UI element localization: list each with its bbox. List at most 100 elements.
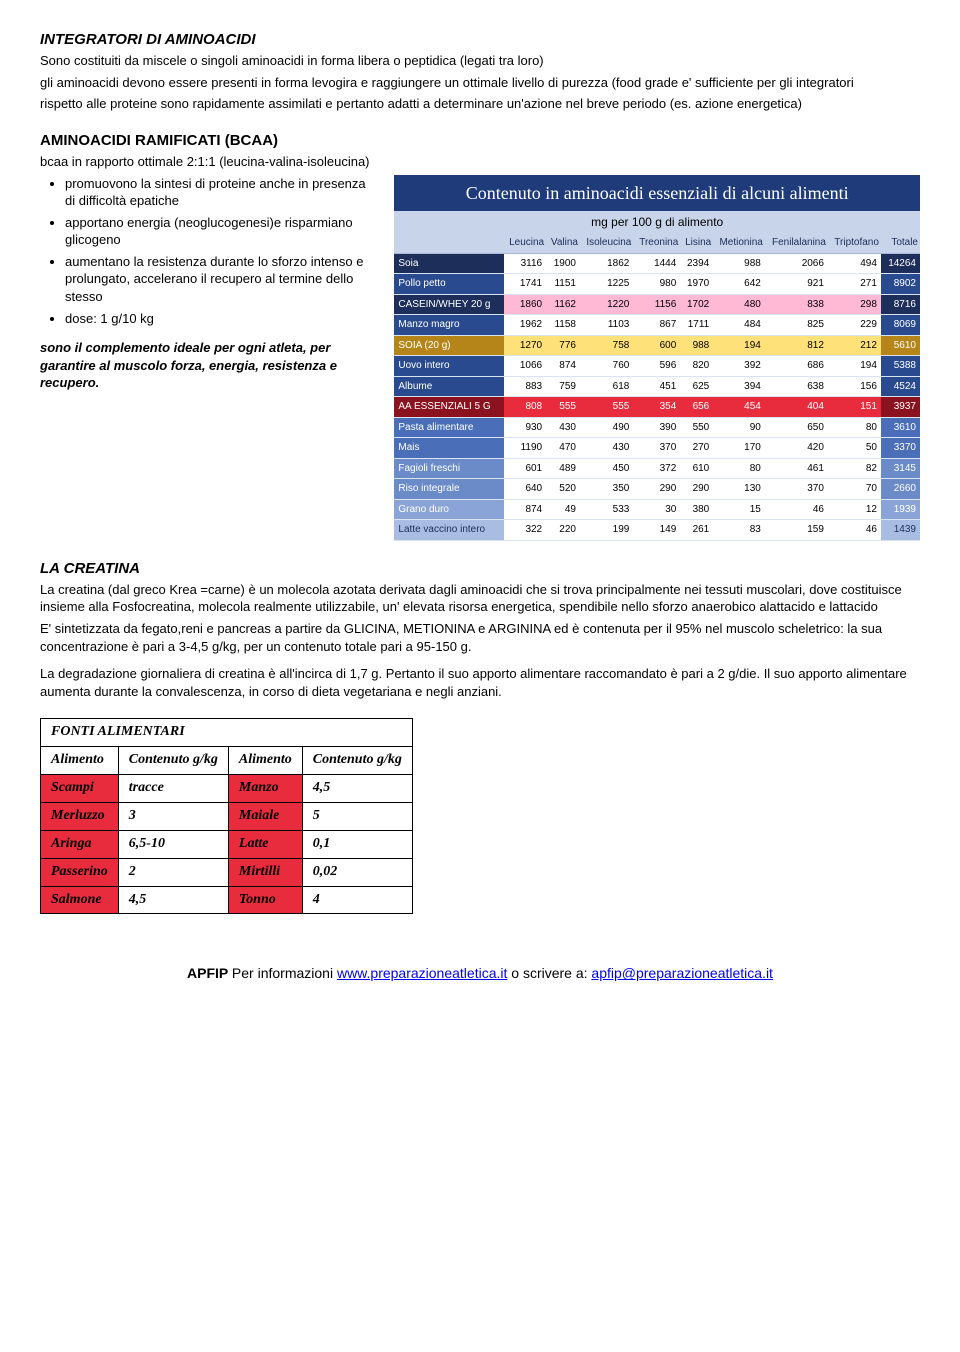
fonti-cell: Mirtilli (228, 858, 302, 886)
amino-cell: 838 (765, 294, 828, 315)
amino-cell: 220 (546, 520, 580, 541)
fonti-cell: Tonno (228, 886, 302, 914)
amino-cell: 470 (546, 438, 580, 459)
amino-cell: 50 (828, 438, 881, 459)
footer-link1[interactable]: www.preparazioneatletica.it (337, 965, 507, 981)
footer-pre: APFIP (187, 965, 232, 981)
amino-cell: 5388 (881, 356, 920, 377)
amino-cell: 686 (765, 356, 828, 377)
amino-cell: 1066 (504, 356, 547, 377)
amino-cell: 1158 (546, 315, 580, 336)
amino-row: SOIA (20 g)12707767586009881948122125610 (394, 335, 920, 356)
amino-cell: 638 (765, 376, 828, 397)
amino-cell: 533 (580, 499, 633, 520)
amino-cell: 8716 (881, 294, 920, 315)
amino-cell: 49 (546, 499, 580, 520)
amino-cell: 420 (765, 438, 828, 459)
amino-cell: 1220 (580, 294, 633, 315)
sec1-p3: rispetto alle proteine sono rapidamente … (40, 95, 920, 113)
amino-cell: 550 (680, 417, 713, 438)
fonti-cell: Salmone (41, 886, 119, 914)
amino-cell: 461 (765, 458, 828, 479)
fonti-cell: Maiale (228, 802, 302, 830)
amino-row: Riso integrale64052035029029013037070266… (394, 479, 920, 500)
fonti-h3: Alimento (228, 747, 302, 775)
amino-cell: 390 (633, 417, 680, 438)
section-bcaa: AMINOACIDI RAMIFICATI (BCAA) bcaa in rap… (40, 131, 920, 541)
amino-cell: 1190 (504, 438, 547, 459)
amino-cell: 194 (828, 356, 881, 377)
amino-row-label: Grano duro (394, 499, 503, 520)
amino-header (394, 233, 503, 253)
amino-cell: 758 (580, 335, 633, 356)
amino-cell: 1151 (546, 274, 580, 295)
fonti-cell: 0,1 (302, 830, 412, 858)
footer-link2[interactable]: apfip@preparazioneatletica.it (591, 965, 773, 981)
amino-cell: 270 (680, 438, 713, 459)
amino-cell: 151 (828, 397, 881, 418)
fonti-h1: Alimento (41, 747, 119, 775)
fonti-cell: 5 (302, 802, 412, 830)
bcaa-left-col: promuovono la sintesi di proteine anche … (40, 175, 374, 396)
amino-cell: 404 (765, 397, 828, 418)
amino-row: Pollo petto17411151122598019706429212718… (394, 274, 920, 295)
section-fonti: FONTI ALIMENTARI Alimento Contenuto g/kg… (40, 718, 920, 914)
amino-cell: 555 (546, 397, 580, 418)
amino-row: Fagioli freschi6014894503726108046182314… (394, 458, 920, 479)
amino-cell: 83 (713, 520, 765, 541)
amino-cell: 760 (580, 356, 633, 377)
amino-cell: 1156 (633, 294, 680, 315)
creatina-p2: E' sintetizzata da fegato,reni e pancrea… (40, 620, 920, 655)
fonti-cell: Scampi (41, 774, 119, 802)
amino-cell: 15 (713, 499, 765, 520)
amino-cell: 4524 (881, 376, 920, 397)
footer-t2: o scrivere a: (507, 965, 591, 981)
amino-cell: 5610 (881, 335, 920, 356)
amino-cell: 82 (828, 458, 881, 479)
amino-cell: 159 (765, 520, 828, 541)
amino-cell: 90 (713, 417, 765, 438)
amino-cell: 3610 (881, 417, 920, 438)
amino-row: CASEIN/WHEY 20 g186011621220115617024808… (394, 294, 920, 315)
amino-cell: 30 (633, 499, 680, 520)
amino-row: Latte vaccino intero32222019914926183159… (394, 520, 920, 541)
fonti-h4: Contenuto g/kg (302, 747, 412, 775)
amino-cell: 618 (580, 376, 633, 397)
amino-cell: 8902 (881, 274, 920, 295)
amino-cell: 80 (828, 417, 881, 438)
bcaa-sub: bcaa in rapporto ottimale 2:1:1 (leucina… (40, 153, 920, 171)
amino-cell: 921 (765, 274, 828, 295)
amino-row: Uovo intero10668747605968203926861945388 (394, 356, 920, 377)
sec1-title: INTEGRATORI DI AMINOACIDI (40, 30, 920, 50)
amino-cell: 980 (633, 274, 680, 295)
amino-header: Triptofano (828, 233, 881, 253)
amino-table: LeucinaValinaIsoleucinaTreoninaLisinaMet… (394, 233, 920, 541)
fonti-cell: 4,5 (302, 774, 412, 802)
section-integratori: INTEGRATORI DI AMINOACIDI Sono costituit… (40, 30, 920, 113)
amino-cell: 625 (680, 376, 713, 397)
fonti-cell: Merluzzo (41, 802, 119, 830)
bcaa-title: AMINOACIDI RAMIFICATI (BCAA) (40, 131, 920, 151)
bcaa-bullets: promuovono la sintesi di proteine anche … (40, 175, 374, 327)
fonti-cell: Manzo (228, 774, 302, 802)
amino-row-label: CASEIN/WHEY 20 g (394, 294, 503, 315)
amino-cell: 1270 (504, 335, 547, 356)
amino-cell: 484 (713, 315, 765, 336)
fonti-row: ScampitracceManzo4,5 (41, 774, 413, 802)
amino-cell: 988 (713, 253, 765, 274)
amino-row: Pasta alimentare930430490390550906508036… (394, 417, 920, 438)
fonti-cell: 0,02 (302, 858, 412, 886)
amino-cell: 480 (713, 294, 765, 315)
amino-cell: 1939 (881, 499, 920, 520)
amino-row-label: SOIA (20 g) (394, 335, 503, 356)
bcaa-ideal: sono il complemento ideale per ogni atle… (40, 339, 374, 392)
amino-cell: 596 (633, 356, 680, 377)
amino-row: Albume8837596184516253946381564524 (394, 376, 920, 397)
fonti-cell: Latte (228, 830, 302, 858)
amino-cell: 2394 (680, 253, 713, 274)
amino-cell: 640 (504, 479, 547, 500)
amino-row: Manzo magro19621158110386717114848252298… (394, 315, 920, 336)
amino-header: Lisina (680, 233, 713, 253)
fonti-h2: Contenuto g/kg (118, 747, 228, 775)
amino-row-label: Albume (394, 376, 503, 397)
